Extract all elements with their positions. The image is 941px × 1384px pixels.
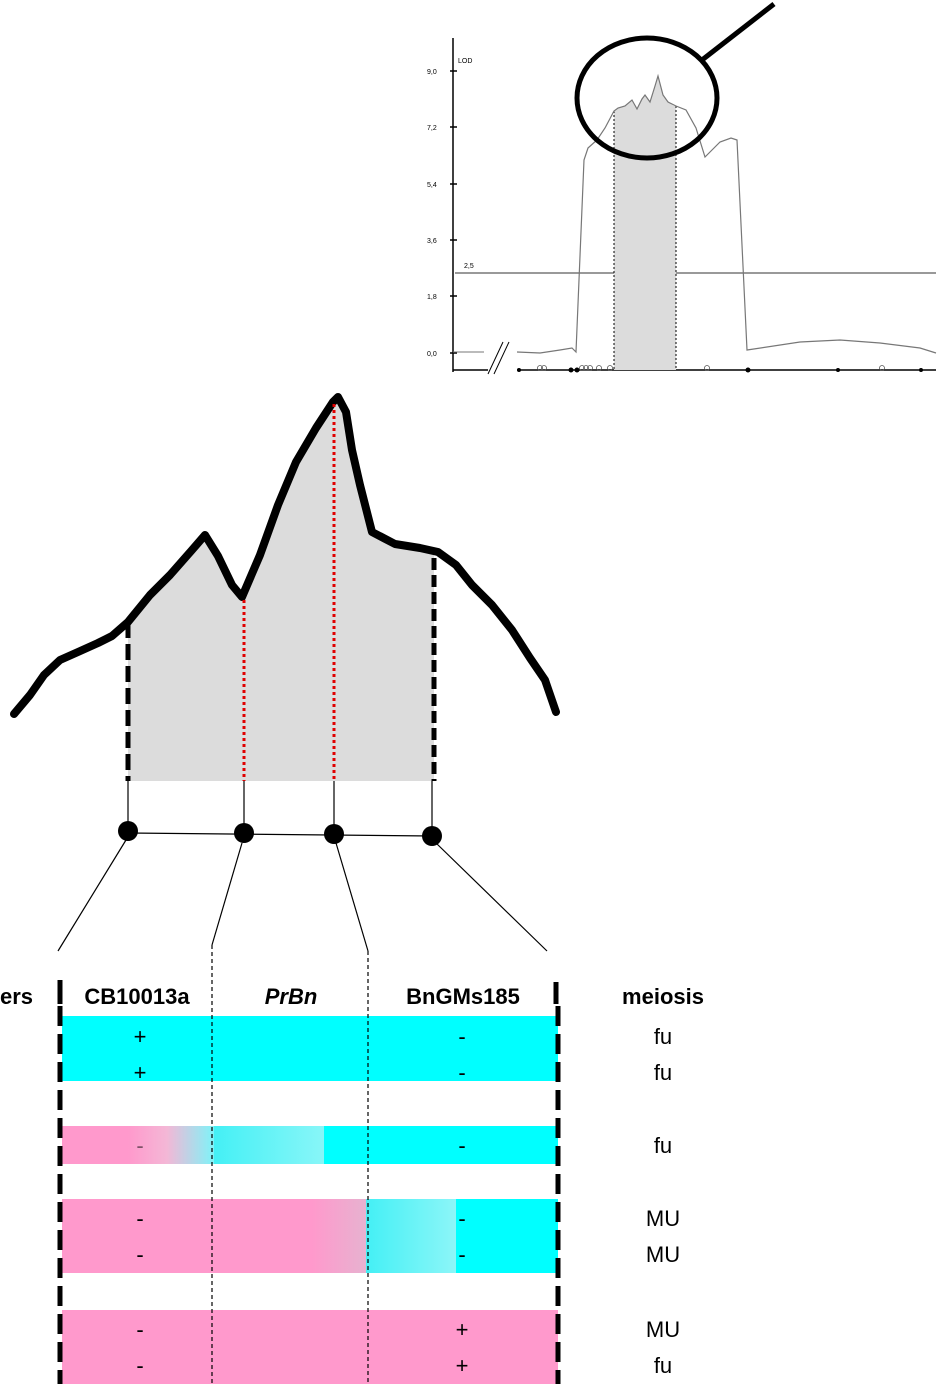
cell-bngms185: -: [458, 1024, 465, 1049]
marker-dot: [422, 826, 442, 846]
lod-y-tick-label: 9,0: [427, 69, 437, 76]
marker-dot: [234, 823, 254, 843]
row-band-cyan: [456, 1199, 558, 1273]
lod-axis-break: [487, 341, 510, 375]
cell-meiosis: MU: [646, 1206, 680, 1231]
row-band-pink: [62, 1310, 558, 1384]
lod-y-tick-label: 3,6: [427, 238, 437, 245]
cell-cb10013a: -: [136, 1353, 143, 1378]
peak-ci-shade: [128, 397, 434, 781]
cell-meiosis: fu: [654, 1060, 672, 1085]
lod-plot-background: [415, 0, 941, 380]
table-row: - + fu: [136, 1353, 672, 1378]
magnifier-handle-icon: [700, 2, 776, 62]
cell-cb10013a: -: [136, 1242, 143, 1267]
lod-ci-shade: [614, 76, 676, 370]
lod-marker-ticks: [517, 367, 923, 373]
marker-dot: [324, 824, 344, 844]
marker-dot: [118, 821, 138, 841]
lod-marker-circles: [537, 365, 885, 371]
cell-bngms185: -: [458, 1133, 465, 1158]
cell-cb10013a: +: [134, 1024, 147, 1049]
header-cb10013a: CB10013a: [84, 984, 190, 1009]
header-prbn: PrBn: [265, 984, 318, 1009]
cell-cb10013a: +: [134, 1060, 147, 1085]
table-row: - - fu: [136, 1133, 672, 1158]
row-band-gradient: [128, 1126, 214, 1164]
cell-bngms185: -: [458, 1242, 465, 1267]
lod-y-tick-label: 0,0: [427, 351, 437, 358]
magnifier-lens-icon: [574, 35, 720, 161]
table-row: - + MU: [136, 1317, 680, 1342]
peak-curve: [10, 393, 560, 718]
row-band-cyan: [324, 1126, 558, 1164]
lod-plot: 9,0 7,2 5,4 3,6 1,8 0,0 LOD 2,5: [415, 0, 941, 380]
zoomed-peak: [10, 393, 560, 952]
cell-meiosis: MU: [646, 1317, 680, 1342]
cell-bngms185: -: [458, 1206, 465, 1231]
lod-y-ticks: [450, 70, 457, 354]
table-row: - - MU: [136, 1242, 680, 1267]
table-row: - - MU: [136, 1206, 680, 1231]
row-band-cyan: [214, 1126, 324, 1164]
table-row: + - fu: [134, 1024, 673, 1049]
cell-cb10013a: -: [136, 1133, 143, 1158]
header-bngms185: BnGMs185: [406, 984, 520, 1009]
lod-y-top-label: LOD: [458, 58, 472, 65]
genotype-table: ers CB10013a PrBn BnGMs185 meiosis + - f…: [0, 945, 704, 1384]
row-band-pink: [62, 1199, 312, 1273]
cell-meiosis: fu: [654, 1133, 672, 1158]
lod-y-tick-label: 1,8: [427, 294, 437, 301]
marker-connectors: [127, 781, 433, 836]
fan-lines: [57, 839, 548, 952]
row-band-gradient: [312, 1199, 366, 1273]
row-band-cyan: [366, 1199, 456, 1273]
row-band-cyan: [62, 1016, 558, 1081]
cell-meiosis: MU: [646, 1242, 680, 1267]
lod-y-tick-label: 7,2: [427, 125, 437, 132]
cell-bngms185: +: [456, 1353, 469, 1378]
header-meiosis: meiosis: [622, 984, 704, 1009]
lod-curve: [516, 73, 937, 354]
lod-y-tick-label: 5,4: [427, 182, 437, 189]
cell-cb10013a: -: [136, 1206, 143, 1231]
cell-bngms185: -: [458, 1060, 465, 1085]
cell-meiosis: fu: [654, 1353, 672, 1378]
lod-threshold-label: 2,5: [464, 263, 474, 270]
table-row: + - fu: [134, 1060, 673, 1085]
cell-bngms185: +: [456, 1317, 469, 1342]
cell-cb10013a: -: [136, 1317, 143, 1342]
cell-meiosis: fu: [654, 1024, 672, 1049]
marker-axis: [127, 832, 433, 837]
row-band-pink: [62, 1126, 128, 1164]
header-markers: ers: [0, 984, 33, 1009]
